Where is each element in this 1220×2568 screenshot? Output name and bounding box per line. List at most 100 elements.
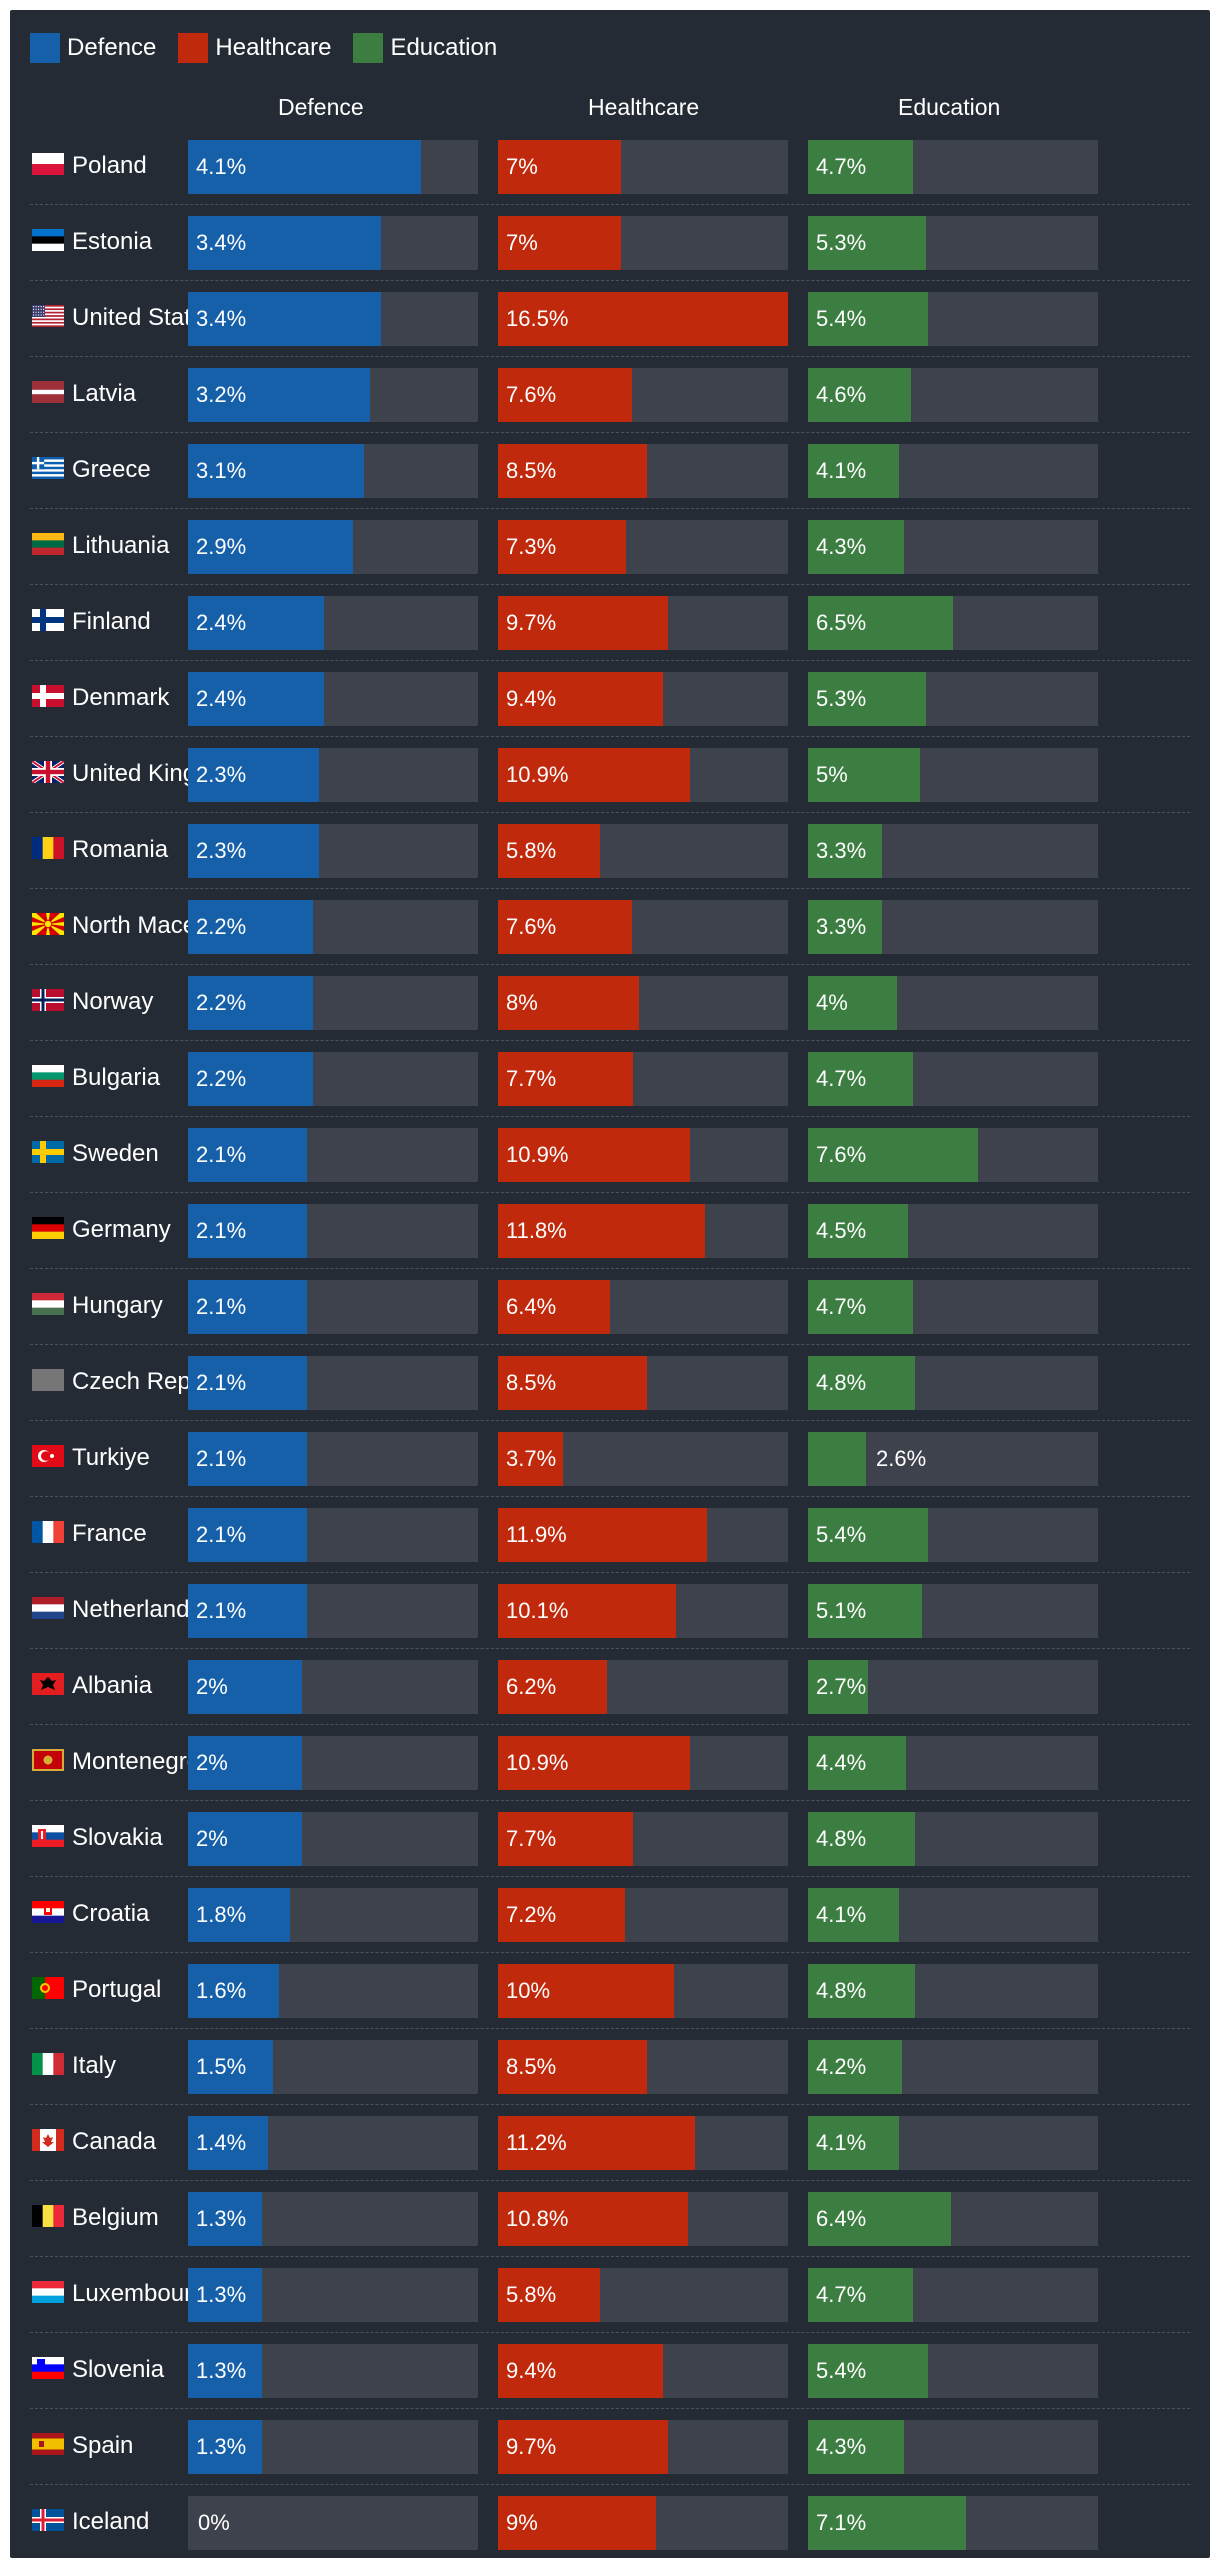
healthcare-bar[interactable]: [498, 596, 668, 650]
education-bar[interactable]: [808, 1204, 908, 1258]
healthcare-bar[interactable]: [498, 1660, 607, 1714]
education-bar[interactable]: [808, 672, 926, 726]
healthcare-value-label: 6.4%: [506, 1294, 557, 1319]
education-bar[interactable]: [808, 1584, 922, 1638]
education-bar[interactable]: [808, 1736, 906, 1790]
legend-item-education[interactable]: Education: [353, 33, 497, 63]
defence-bar[interactable]: [188, 2344, 262, 2398]
defence-bar[interactable]: [188, 976, 313, 1030]
education-bar[interactable]: [808, 2420, 904, 2474]
education-bar[interactable]: [808, 824, 882, 878]
education-bar[interactable]: [808, 1888, 899, 1942]
healthcare-bar[interactable]: [498, 672, 663, 726]
healthcare-bar[interactable]: [498, 2420, 668, 2474]
education-bar[interactable]: [808, 2344, 928, 2398]
defence-bar[interactable]: [188, 1964, 279, 2018]
education-bar[interactable]: [808, 1964, 915, 2018]
defence-bar[interactable]: [188, 1128, 307, 1182]
healthcare-bar[interactable]: [498, 1356, 647, 1410]
education-bar[interactable]: [808, 1660, 868, 1714]
education-bar[interactable]: [808, 1052, 913, 1106]
healthcare-bar[interactable]: [498, 1584, 676, 1638]
education-bar[interactable]: [808, 2116, 899, 2170]
healthcare-bar[interactable]: [498, 824, 600, 878]
education-bar[interactable]: [808, 1356, 915, 1410]
healthcare-bar[interactable]: [498, 2268, 600, 2322]
education-bar[interactable]: [808, 216, 926, 270]
defence-bar[interactable]: [188, 1356, 307, 1410]
defence-bar[interactable]: [188, 1432, 307, 1486]
defence-bar[interactable]: [188, 2268, 262, 2322]
healthcare-bar[interactable]: [498, 2116, 695, 2170]
education-bar[interactable]: [808, 520, 904, 574]
education-bar[interactable]: [808, 1280, 913, 1334]
healthcare-bar[interactable]: [498, 1964, 674, 2018]
education-bar[interactable]: [808, 1812, 915, 1866]
healthcare-bar[interactable]: [498, 1204, 705, 1258]
defence-bar[interactable]: [188, 1584, 307, 1638]
defence-bar[interactable]: [188, 292, 381, 346]
defence-bar[interactable]: [188, 520, 353, 574]
healthcare-bar[interactable]: [498, 444, 647, 498]
healthcare-bar[interactable]: [498, 2496, 656, 2550]
defence-bar[interactable]: [188, 1204, 307, 1258]
healthcare-bar[interactable]: [498, 140, 621, 194]
healthcare-bar[interactable]: [498, 1280, 610, 1334]
defence-bar[interactable]: [188, 2192, 262, 2246]
healthcare-bar[interactable]: [498, 1888, 625, 1942]
healthcare-bar[interactable]: [498, 216, 621, 270]
legend-item-healthcare[interactable]: Healthcare: [178, 33, 331, 63]
defence-bar[interactable]: [188, 1052, 313, 1106]
education-bar[interactable]: [808, 292, 928, 346]
healthcare-bar[interactable]: [498, 976, 639, 1030]
education-bar[interactable]: [808, 1128, 978, 1182]
healthcare-bar[interactable]: [498, 368, 632, 422]
defence-bar[interactable]: [188, 2040, 273, 2094]
healthcare-bar[interactable]: [498, 1432, 563, 1486]
education-bar[interactable]: [808, 2496, 966, 2550]
defence-bar[interactable]: [188, 216, 381, 270]
healthcare-bar[interactable]: [498, 1736, 690, 1790]
education-bar[interactable]: [808, 444, 899, 498]
defence-bar[interactable]: [188, 1280, 307, 1334]
healthcare-bar[interactable]: [498, 520, 626, 574]
defence-bar[interactable]: [188, 1888, 290, 1942]
healthcare-bar[interactable]: [498, 748, 690, 802]
healthcare-bar[interactable]: [498, 1128, 690, 1182]
healthcare-bar[interactable]: [498, 2040, 647, 2094]
healthcare-bar[interactable]: [498, 900, 632, 954]
defence-bar[interactable]: [188, 900, 313, 954]
healthcare-bar[interactable]: [498, 2344, 663, 2398]
defence-bar[interactable]: [188, 2420, 262, 2474]
defence-bar[interactable]: [188, 672, 324, 726]
education-bar[interactable]: [808, 900, 882, 954]
defence-bar[interactable]: [188, 596, 324, 650]
education-bar[interactable]: [808, 976, 897, 1030]
defence-bar[interactable]: [188, 1508, 307, 1562]
defence-bar[interactable]: [188, 824, 319, 878]
defence-bar[interactable]: [188, 444, 364, 498]
education-bar[interactable]: [808, 1508, 928, 1562]
education-bar[interactable]: [808, 1432, 866, 1486]
defence-bar[interactable]: [188, 1660, 302, 1714]
flag-tr-icon: [32, 1445, 64, 1467]
defence-bar[interactable]: [188, 140, 421, 194]
healthcare-bar[interactable]: [498, 1508, 707, 1562]
healthcare-bar[interactable]: [498, 2192, 688, 2246]
education-bar[interactable]: [808, 596, 953, 650]
education-bar[interactable]: [808, 2040, 902, 2094]
healthcare-bar[interactable]: [498, 292, 788, 346]
defence-bar[interactable]: [188, 1736, 302, 1790]
defence-bar[interactable]: [188, 1812, 302, 1866]
healthcare-bar[interactable]: [498, 1812, 633, 1866]
education-bar[interactable]: [808, 368, 911, 422]
education-bar[interactable]: [808, 2192, 951, 2246]
defence-bar[interactable]: [188, 748, 319, 802]
defence-bar[interactable]: [188, 368, 370, 422]
education-bar[interactable]: [808, 2268, 913, 2322]
education-bar[interactable]: [808, 140, 913, 194]
legend-item-defence[interactable]: Defence: [30, 33, 156, 63]
education-bar[interactable]: [808, 748, 920, 802]
healthcare-bar[interactable]: [498, 1052, 633, 1106]
defence-bar[interactable]: [188, 2116, 268, 2170]
